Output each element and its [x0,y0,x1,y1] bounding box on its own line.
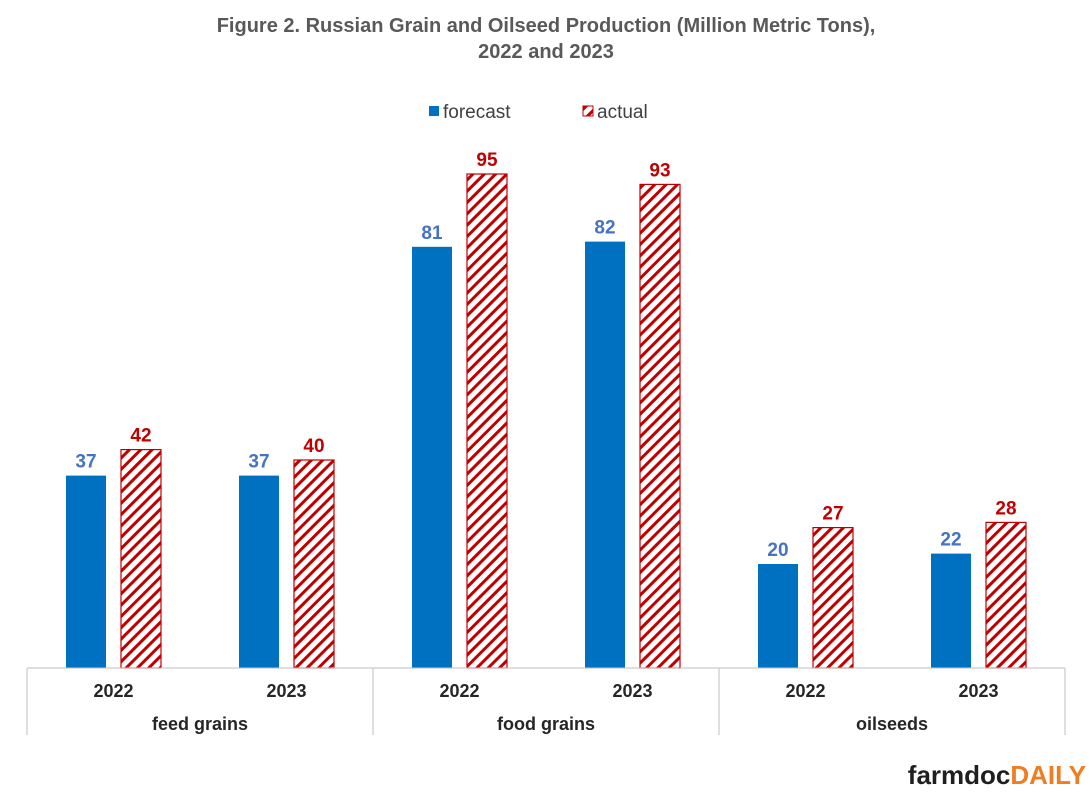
tick-labels-layer: 2022 2023 2022 2023 2022 2023 [93,681,998,701]
group-label-1: feed grains [152,714,248,734]
category-axis [26,667,1066,735]
bar-forecast-4 [585,241,625,668]
value-label-forecast-5: 20 [767,540,788,561]
group-label-2: food grains [497,714,595,734]
logo-part-1: farmdoc [908,760,1011,790]
bar-actual-5 [812,526,854,669]
value-label-actual-5: 27 [822,504,843,525]
value-label-forecast-6: 22 [940,530,961,551]
bar-actual-2 [293,459,335,669]
tick-label-2: 2023 [266,681,306,701]
value-label-actual-1: 42 [130,426,151,447]
value-label-forecast-3: 81 [421,223,443,244]
value-label-forecast-1: 37 [75,452,96,473]
bars-layer [66,173,1027,669]
legend-swatch-forecast [429,106,439,116]
legend-label-forecast: forecast [443,102,511,123]
bar-forecast-3 [412,246,452,669]
bar-actual-3 [466,173,508,669]
bar-forecast-2 [239,475,279,668]
chart-title-line-2: 2022 and 2023 [478,41,614,63]
tick-label-4: 2023 [612,681,652,701]
group-labels-layer: feed grains food grains oilseeds [152,714,928,734]
bar-actual-6 [985,521,1027,669]
value-labels-layer: 37 42 37 40 81 95 82 93 20 27 22 28 [75,150,1016,561]
value-label-actual-3: 95 [476,150,498,171]
value-label-actual-2: 40 [303,436,324,457]
bar-forecast-5 [758,564,798,668]
tick-label-5: 2022 [785,681,825,701]
logo-part-2: DAILY [1010,760,1086,790]
bar-actual-4 [639,183,681,669]
legend-label-actual: actual [597,102,648,123]
legend-swatch-actual [582,105,594,117]
bar-forecast-6 [931,553,971,668]
svg-text:farmdocDAILY: farmdocDAILY [908,760,1086,790]
tick-label-1: 2022 [93,681,133,701]
tick-label-3: 2022 [439,681,479,701]
value-label-actual-4: 93 [649,160,670,181]
farmdoc-daily-logo: farmdocDAILY [908,760,1086,790]
bar-forecast-1 [66,475,106,668]
value-label-forecast-2: 37 [248,452,269,473]
tick-label-6: 2023 [958,681,998,701]
group-label-3: oilseeds [856,714,928,734]
chart-title-line-1: Figure 2. Russian Grain and Oilseed Prod… [217,15,876,37]
value-label-actual-6: 28 [995,498,1016,519]
legend: forecast actual [429,102,648,123]
bar-actual-1 [120,449,162,669]
value-label-forecast-4: 82 [594,218,615,239]
